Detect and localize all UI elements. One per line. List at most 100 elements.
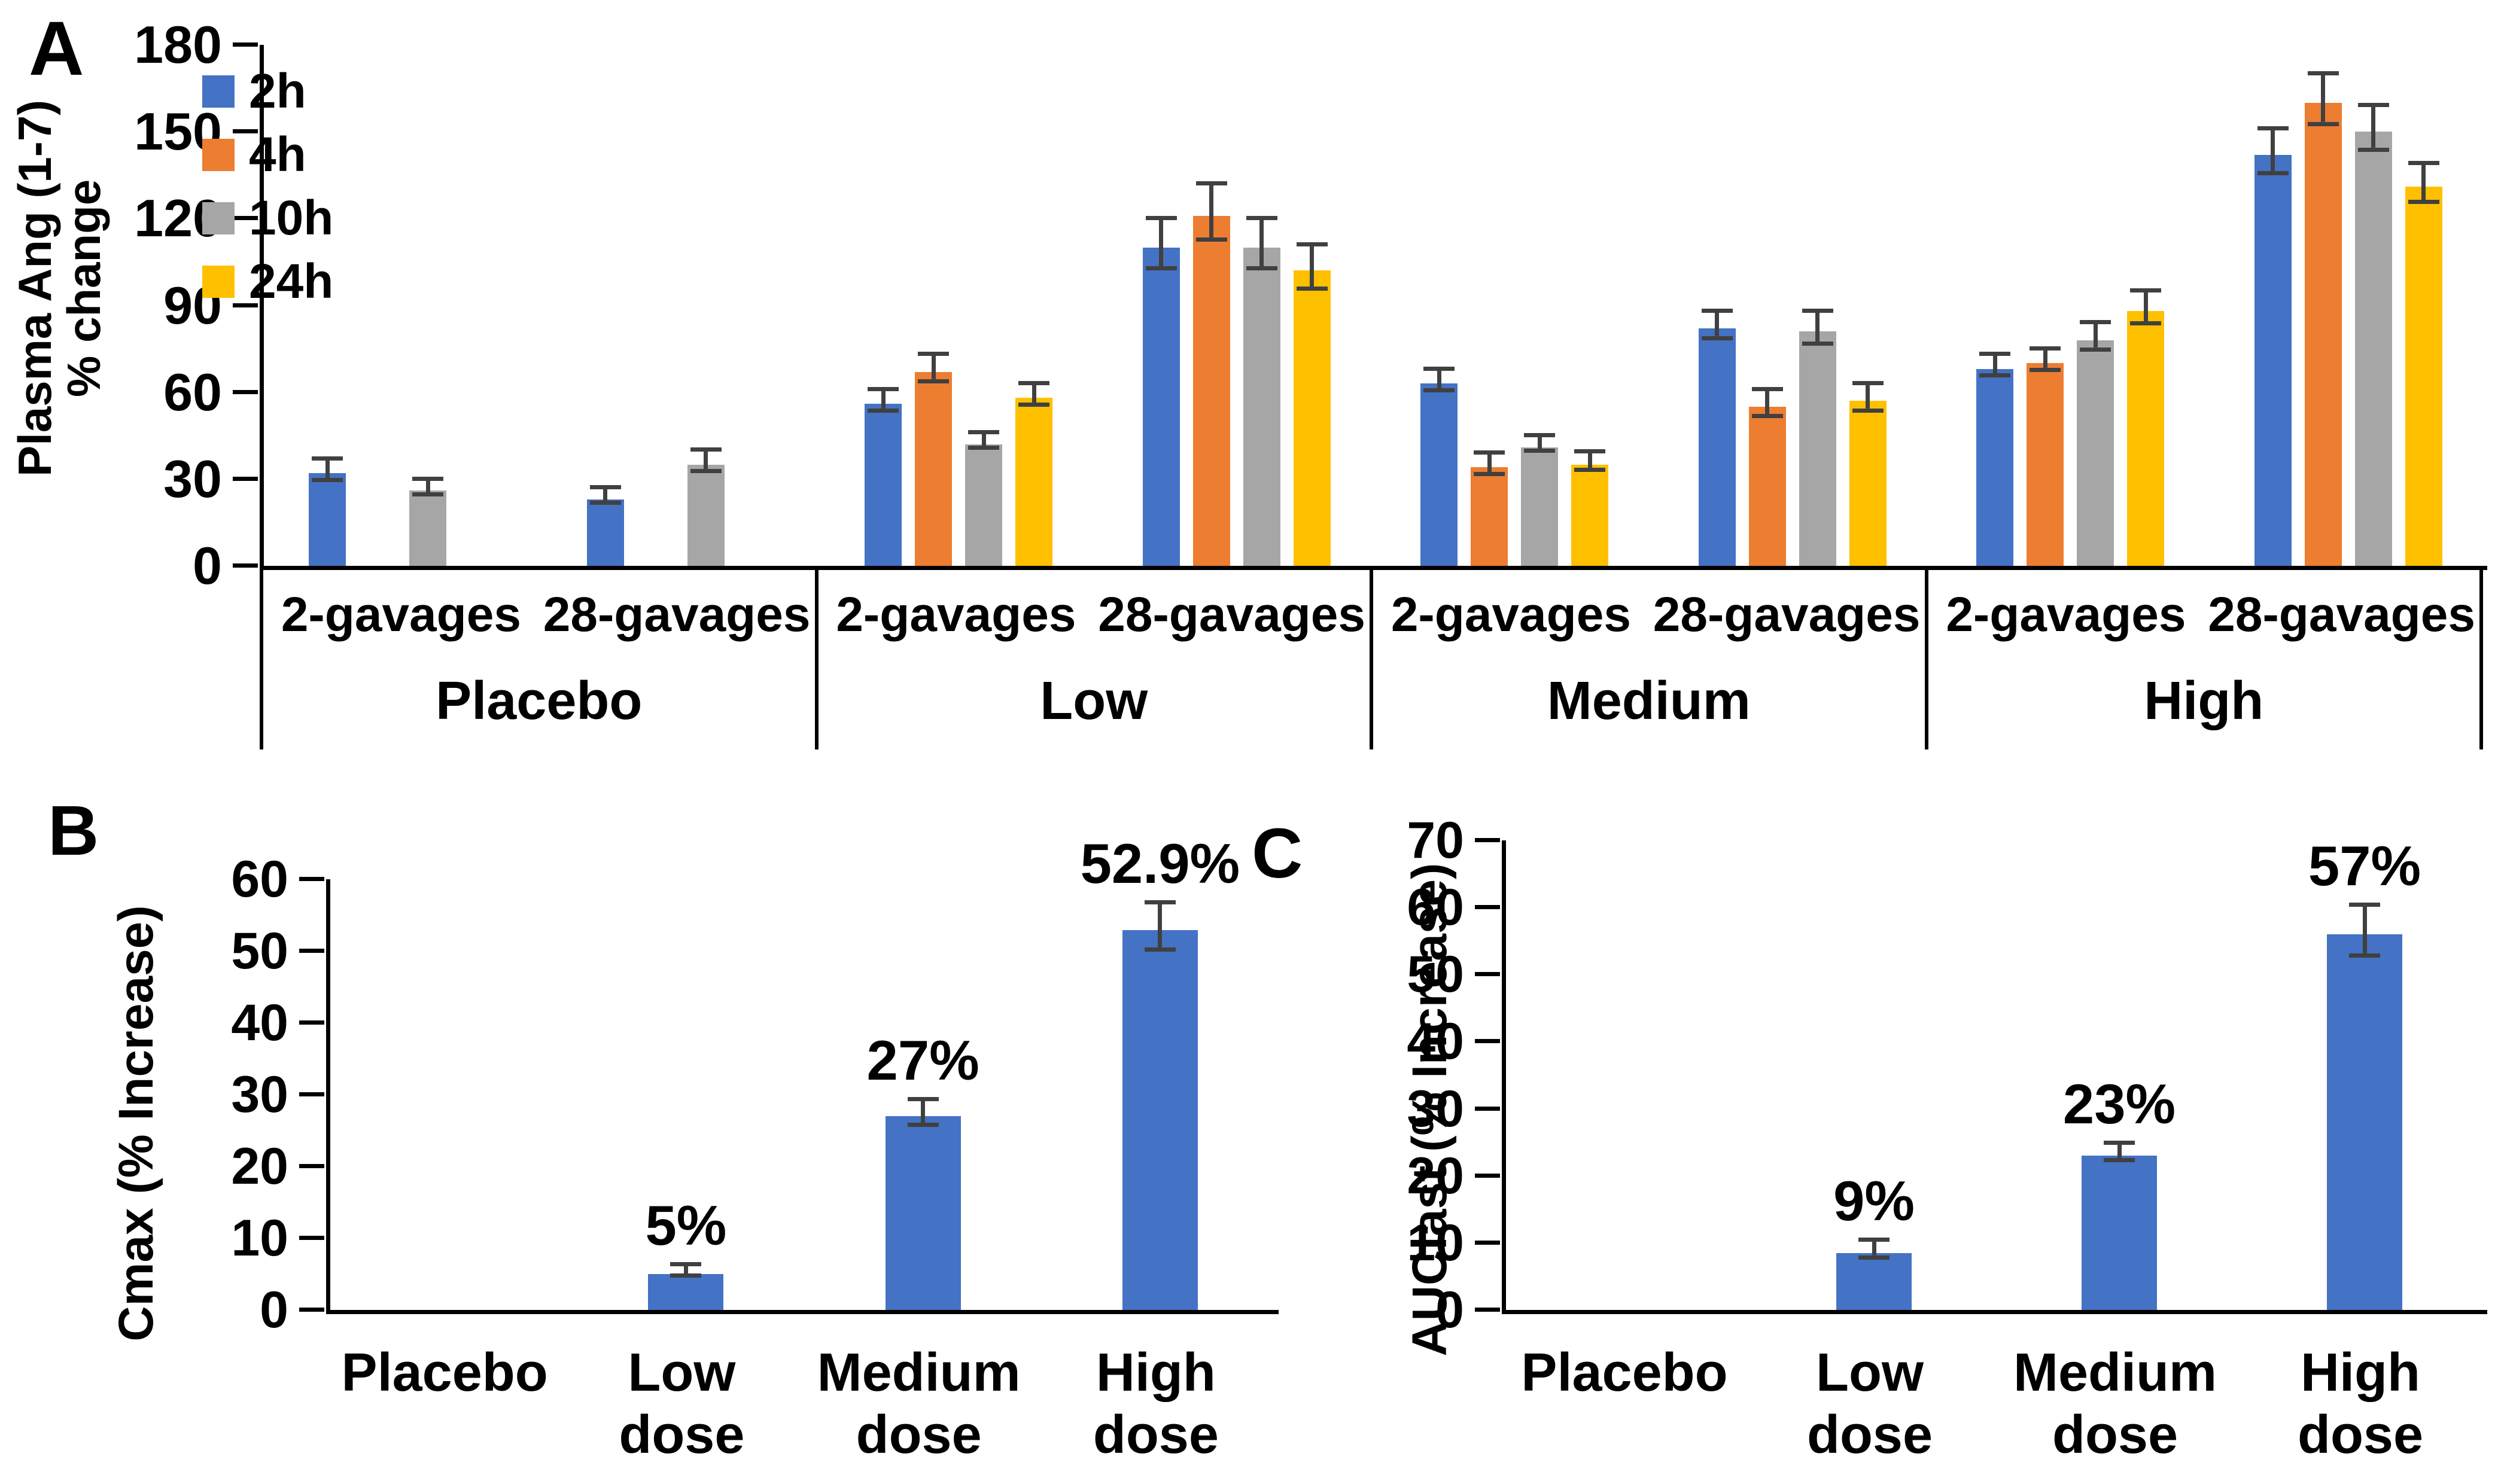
category-label: Placebo (341, 1343, 548, 1403)
bar (1976, 352, 2014, 566)
error-bar (1852, 380, 1884, 413)
y-tick-label: 50 (1407, 946, 1464, 1004)
bar (1748, 386, 1786, 566)
data-label: 52.9% (1080, 832, 1240, 895)
gavage-label-row: 2-gavages 28-gavages (819, 570, 1370, 643)
bar: 9% (1833, 1173, 1915, 1310)
bar (915, 352, 953, 566)
y-tick-mark (233, 303, 258, 307)
bar (865, 386, 902, 566)
y-tick-label: 0 (1435, 1281, 1464, 1339)
error-bar (1195, 181, 1227, 242)
gavage-label: 28-gavages (1098, 587, 1365, 642)
category-cell: 5% (567, 879, 804, 1310)
error-bar (2408, 161, 2439, 205)
y-tick-label: 0 (260, 1281, 288, 1339)
y-tick-mark (233, 216, 258, 221)
error-bar (1751, 386, 1783, 419)
category-label: Low dose (1806, 1343, 1933, 1465)
dose-label: High (2144, 671, 2264, 731)
y-tick-mark (233, 389, 258, 394)
bar (2354, 103, 2392, 566)
dose-group-low (820, 45, 1376, 566)
gavage-subgroup (820, 45, 1098, 566)
category-cell: 23% (1997, 840, 2242, 1310)
panel-a-groups (264, 45, 2487, 566)
gavage-label-row: 2-gavages 28-gavages (263, 570, 815, 643)
dose-group-placebo (264, 45, 820, 566)
y-tick-mark (1475, 838, 1500, 842)
axis-group-cell: 2-gavages 28-gavages Low (814, 570, 1370, 749)
gavage-subgroup (542, 45, 820, 566)
gavage-subgroup (1376, 45, 1654, 566)
dose-group-high (1931, 45, 2487, 566)
dose-label: Low (1040, 671, 1148, 731)
panel-c-plot: 0 10 20 30 40 50 60 70 9% 23% 57% (1407, 815, 2487, 1336)
error-bar (1574, 449, 1606, 472)
y-tick-mark (233, 476, 258, 481)
category-cell: 52.9% (1042, 836, 1279, 1310)
panel-a-plot: 0 30 60 90 120 150 180 (134, 19, 2487, 592)
bar (1471, 450, 1508, 566)
y-tick-label: 20 (1407, 1147, 1464, 1205)
error-bar (2357, 103, 2389, 153)
dose-label: Placebo (436, 671, 643, 731)
y-tick-mark (299, 949, 324, 953)
bar (1015, 380, 1053, 566)
bar (2304, 71, 2342, 566)
category-bars: 9% 23% 57% (1506, 837, 2487, 1310)
data-label: 23% (2062, 1072, 2176, 1135)
panel-b-letter: B (48, 791, 99, 870)
error-bar (1524, 432, 1556, 453)
bar (586, 485, 624, 566)
panel-b-categories: Placebo Low dose Medium dose High dose (326, 1316, 1274, 1466)
gavage-label: 28-gavages (2208, 587, 2475, 642)
axis-group-cell: 2-gavages 28-gavages Placebo (260, 570, 815, 749)
y-tick-mark (233, 42, 258, 47)
bar (1698, 308, 1736, 566)
y-tick-label: 10 (231, 1209, 288, 1267)
bar: 52.9% (1081, 836, 1240, 1310)
error-bar (412, 476, 444, 496)
y-tick-label: 40 (231, 994, 288, 1052)
legend-item-24h: 24h (202, 257, 333, 306)
gavage-subgroup (1098, 45, 1376, 566)
y-tick-label: 0 (193, 536, 222, 595)
error-bar (2130, 288, 2162, 326)
error-bar (968, 430, 1000, 450)
dose-group-medium (1376, 45, 1931, 566)
legend-swatch-4h (202, 139, 235, 171)
legend-swatch-2h (202, 75, 235, 108)
category-label: Placebo (1521, 1343, 1728, 1403)
error-bar (2104, 1140, 2135, 1163)
error-bar (2307, 71, 2339, 126)
y-tick-mark (1475, 1039, 1500, 1044)
panel-b-plot: 0 10 20 30 40 50 60 5% 27% 52.9% (231, 836, 1279, 1336)
error-bar (1246, 216, 1277, 271)
y-tick-mark (1475, 972, 1500, 977)
y-tick-mark (299, 877, 324, 881)
gavage-subgroup (2210, 45, 2488, 566)
gavage-label: 2-gavages (1391, 587, 1631, 642)
error-bar (670, 1262, 702, 1278)
y-tick-label: 30 (1407, 1080, 1464, 1138)
dose-label: Medium (1547, 671, 1751, 731)
error-bar (1979, 352, 2011, 378)
y-tick-label: 120 (134, 188, 222, 248)
data-label: 27% (866, 1029, 979, 1092)
error-bar (1144, 900, 1176, 952)
data-label: 5% (645, 1194, 727, 1257)
bar (1849, 380, 1887, 566)
data-label: 9% (1833, 1169, 1915, 1233)
legend-item-10h: 10h (202, 194, 333, 243)
legend-label: 2h (249, 64, 306, 118)
y-tick-mark (1475, 1106, 1500, 1111)
category-label: High dose (1093, 1343, 1219, 1465)
error-bar (1701, 308, 1733, 340)
bar (1293, 242, 1331, 566)
bar (2027, 346, 2064, 566)
panel-c-letter: C (1252, 814, 1303, 893)
bar (1192, 181, 1230, 566)
bar (1142, 216, 1180, 566)
y-tick-mark (233, 563, 258, 568)
